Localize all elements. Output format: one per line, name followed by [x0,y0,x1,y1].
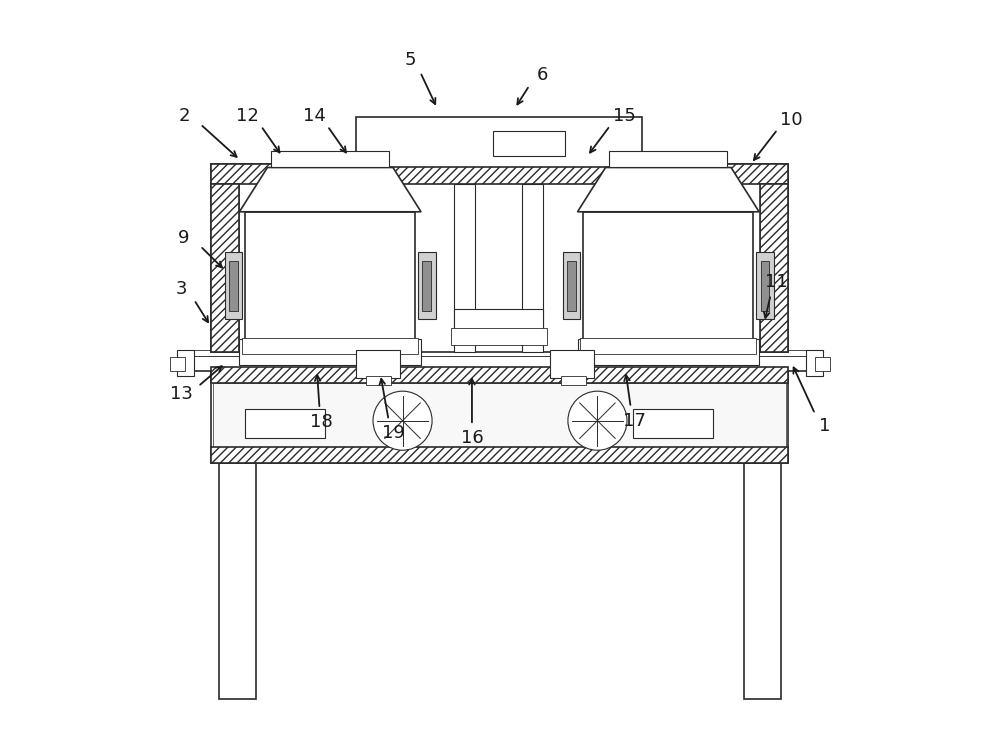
Bar [211,164,788,352]
Bar [454,185,475,352]
Text: 1: 1 [819,417,831,435]
Bar [454,309,543,330]
Text: 6: 6 [537,66,549,84]
Bar [563,253,580,319]
Bar [567,262,576,311]
Text: 10: 10 [780,110,803,128]
Bar [177,350,194,376]
Circle shape [373,391,432,451]
Text: 11: 11 [765,273,788,291]
Text: 12: 12 [236,107,259,124]
Text: 2: 2 [178,107,190,124]
Bar [245,212,415,341]
Bar [418,253,436,319]
Bar [583,212,753,341]
Polygon shape [578,167,759,212]
Bar [609,151,727,167]
Bar [760,185,788,352]
Bar [561,376,586,385]
Bar [633,409,713,439]
Text: 15: 15 [613,107,635,124]
Text: 14: 14 [303,107,325,124]
Bar [211,367,788,383]
Bar [815,357,830,370]
Text: 16: 16 [461,430,483,448]
Bar [229,262,238,311]
Bar [756,253,774,319]
Bar [761,262,769,311]
Bar [211,185,239,352]
Bar [806,350,823,376]
Bar [211,367,788,463]
Bar [213,383,786,447]
Bar [170,357,185,370]
Text: 3: 3 [175,280,187,299]
Polygon shape [239,167,421,212]
Bar [239,339,421,365]
Bar [493,131,565,156]
Bar [522,185,543,352]
Bar [744,463,781,699]
Bar [211,164,788,185]
Bar [225,253,242,319]
Bar [422,262,431,311]
Text: 19: 19 [382,425,404,442]
Bar [451,328,547,345]
Bar [219,463,256,699]
Text: 13: 13 [170,385,193,403]
Circle shape [568,391,627,451]
Bar [245,409,325,439]
Text: 9: 9 [178,229,190,247]
Bar [550,350,594,378]
Bar [186,350,812,356]
Text: 17: 17 [623,412,646,430]
Bar [211,447,788,463]
Bar [271,151,389,167]
Text: 5: 5 [404,51,416,70]
Bar [580,338,756,354]
Bar [186,356,812,370]
Bar [578,339,759,365]
Bar [242,338,418,354]
Bar [356,350,400,378]
Bar [366,376,391,385]
Bar [356,117,642,167]
Text: 18: 18 [310,413,333,431]
